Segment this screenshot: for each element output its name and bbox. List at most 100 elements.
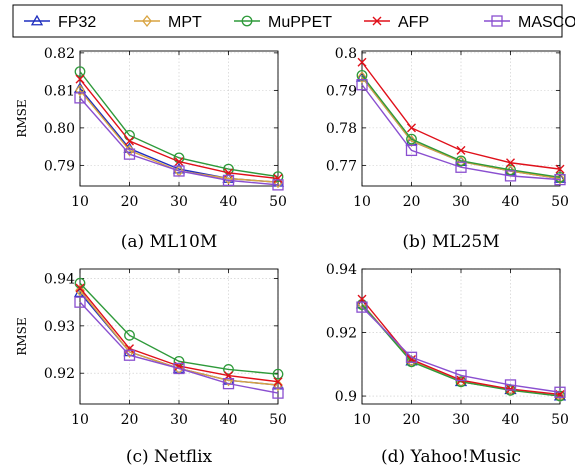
data-point xyxy=(272,368,284,380)
y-tick-label: 0.77 xyxy=(326,158,357,174)
data-point xyxy=(272,387,284,399)
y-tick-label: 0.92 xyxy=(326,326,357,342)
series-afp xyxy=(75,74,283,183)
data-point xyxy=(356,79,368,91)
x-tick-label: 40 xyxy=(502,412,520,428)
legend-marker xyxy=(30,14,44,26)
series-line xyxy=(361,74,561,179)
series-line xyxy=(79,71,279,178)
data-point xyxy=(174,157,184,167)
x-tick-label: 20 xyxy=(121,412,139,428)
data-point xyxy=(273,174,283,183)
data-point xyxy=(272,179,284,191)
legend-entry: MuPPET xyxy=(234,14,332,31)
data-point xyxy=(173,362,185,375)
data-point xyxy=(406,133,417,145)
legend-box xyxy=(12,4,563,38)
data-point xyxy=(173,165,185,177)
data-point xyxy=(357,71,367,84)
series-line xyxy=(79,301,279,394)
legend-entry: FP32 xyxy=(24,14,96,31)
y-tick-label: 0.78 xyxy=(326,121,357,137)
chart-panel: 10 20 30 40 50 0.77 0.78 0.79 0.8 (b) ML25M xyxy=(326,46,569,252)
data-point xyxy=(222,174,235,187)
data-point xyxy=(223,163,234,175)
data-point xyxy=(504,379,517,391)
y-tick-label: 0.93 xyxy=(44,319,75,335)
data-point xyxy=(74,66,86,78)
data-point xyxy=(125,344,134,354)
legend-label: AFP xyxy=(398,14,429,31)
data-point xyxy=(74,92,86,104)
series-line xyxy=(361,304,561,397)
legend: FP32 MPT MuPPET AFP MASCOT xyxy=(12,4,575,38)
data-point xyxy=(75,284,85,297)
data-point xyxy=(356,301,368,313)
data-point xyxy=(456,145,466,155)
series-mascot xyxy=(74,296,284,399)
legend-entry: MASCOT xyxy=(484,14,575,31)
legend-label: MuPPET xyxy=(268,14,332,31)
legend-marker xyxy=(142,14,152,28)
data-point xyxy=(125,136,134,146)
y-tick-label: 0.92 xyxy=(44,366,75,382)
chart-panel: 10 20 30 40 50 0.79 0.80 0.81 0.82 RMSE (a) ML10M xyxy=(15,46,287,252)
series-mascot xyxy=(74,92,284,191)
x-tick-label: 30 xyxy=(452,194,470,210)
y-axis-label: RMSE xyxy=(15,99,29,137)
data-point xyxy=(124,329,135,341)
data-point xyxy=(74,296,86,308)
y-tick-label: 0.81 xyxy=(44,83,75,99)
x-tick-label: 30 xyxy=(170,194,188,210)
data-point xyxy=(123,349,136,361)
legend-marker xyxy=(491,15,503,27)
legend-marker xyxy=(241,15,253,27)
data-point xyxy=(455,369,467,382)
chart-panel: 10 20 30 40 50 0.92 0.93 0.94 RMSE (c) Netflix xyxy=(15,268,287,467)
data-point xyxy=(355,70,369,82)
x-tick-label: 20 xyxy=(121,194,139,210)
data-point xyxy=(272,171,284,183)
x-tick-label: 40 xyxy=(220,194,238,210)
series-afp xyxy=(75,283,283,387)
x-tick-label: 50 xyxy=(269,194,287,210)
data-point xyxy=(405,351,418,363)
x-tick-label: 40 xyxy=(220,412,238,428)
data-point xyxy=(357,57,367,67)
y-tick-label: 0.94 xyxy=(44,271,75,287)
series-line xyxy=(361,306,561,393)
legend-entry: MPT xyxy=(134,14,202,31)
legend-label: MASCOT xyxy=(518,14,575,31)
x-tick-label: 50 xyxy=(551,412,569,428)
y-tick-label: 0.8 xyxy=(335,46,357,62)
data-point xyxy=(455,161,467,173)
x-tick-label: 20 xyxy=(403,194,421,210)
data-point xyxy=(75,74,85,84)
series-line xyxy=(361,84,561,181)
x-tick-label: 50 xyxy=(269,412,287,428)
y-axis-label: RMSE xyxy=(15,317,29,355)
panel-caption: (b) ML25M xyxy=(402,232,499,252)
x-tick-label: 40 xyxy=(502,194,520,210)
data-point xyxy=(554,173,566,186)
y-tick-label: 0.94 xyxy=(326,262,357,278)
legend-label: MPT xyxy=(168,14,202,31)
x-tick-label: 10 xyxy=(71,194,89,210)
panel-caption: (d) Yahoo!Music xyxy=(381,447,521,467)
legend-marker xyxy=(372,16,382,26)
data-point xyxy=(75,84,85,97)
data-point xyxy=(75,283,85,293)
x-tick-label: 10 xyxy=(71,412,89,428)
data-point xyxy=(173,152,185,164)
chart-panel: 10 20 30 40 50 0.9 0.92 0.94 (d) Yahoo!Music xyxy=(326,262,569,467)
series-mascot xyxy=(356,79,566,186)
x-tick-label: 30 xyxy=(452,412,470,428)
legend-entry: AFP xyxy=(364,14,429,31)
x-tick-label: 20 xyxy=(403,412,421,428)
series-mascot xyxy=(356,301,566,398)
y-tick-label: 0.9 xyxy=(335,389,357,405)
data-point xyxy=(123,148,136,160)
data-point xyxy=(506,158,515,168)
data-point xyxy=(222,377,235,390)
